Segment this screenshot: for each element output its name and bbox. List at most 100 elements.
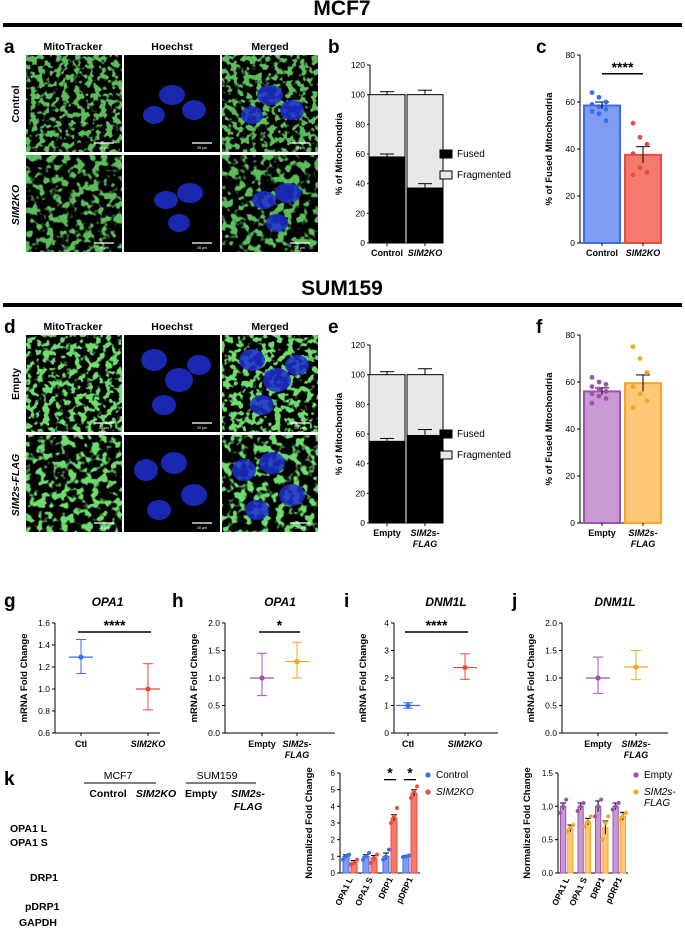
mean-point: [462, 664, 468, 671]
nucleus: [239, 349, 265, 371]
data-point: [596, 393, 602, 399]
panel-letter-f: f: [536, 317, 543, 338]
nucleus: [134, 459, 158, 481]
scale-bar-label: 20 µm: [295, 426, 305, 430]
x-tick-label: Control: [371, 248, 403, 258]
data-point: [412, 789, 416, 794]
nucleus: [275, 183, 301, 203]
micrograph-column-mitotracker: MitoTracker: [44, 321, 103, 333]
panel-letter-d: d: [4, 317, 16, 338]
y-axis-label: Normalized Fold Change: [522, 767, 533, 878]
data-point: [593, 814, 598, 819]
nucleus: [266, 214, 288, 232]
micrograph-column-hoechst: Hoechst: [151, 41, 193, 53]
section-divider: [3, 23, 682, 27]
scale-bar-label: 20 µm: [99, 526, 109, 530]
blot-lane-sim2s-flag: FLAG: [234, 801, 263, 813]
legend-swatch-fused: [439, 429, 453, 439]
chart-title: DNM1L: [425, 595, 466, 609]
data-point: [589, 101, 595, 107]
data-point: [596, 104, 602, 110]
nucleus: [147, 500, 171, 520]
x-tick-label: SIM2s-: [621, 739, 650, 749]
data-point: [630, 344, 636, 350]
x-tick-label: FLAG: [624, 750, 649, 760]
scale-bar-label: 20 µm: [295, 526, 305, 530]
data-point: [644, 141, 650, 147]
legend-label: Empty: [644, 770, 672, 781]
data-point: [589, 374, 595, 380]
y-axis-label: % of Fused Mitochondria: [544, 92, 555, 206]
chart-g-mrna: OPA1 0.6 0.8 1.0 1.2 1.4 1.6 mRNA Fold Change Ct…: [19, 595, 165, 749]
micrograph-column-merged: Merged: [251, 41, 288, 53]
mitochondria-signal: [26, 155, 122, 252]
x-tick-label: Empty: [588, 528, 616, 538]
data-point: [596, 379, 602, 385]
x-tick-label: FLAG: [631, 539, 656, 549]
x-tick-label: pDRP1: [394, 875, 415, 905]
panel-letter-b: b: [328, 37, 340, 58]
mean-point: [259, 675, 265, 681]
legend-label-fused: Fused: [457, 149, 485, 160]
mitochondria-signal: [222, 435, 318, 532]
y-tick-label: 60: [566, 97, 576, 107]
x-tick-label: Ctl: [402, 739, 414, 749]
data-point: [637, 134, 643, 140]
micrograph-row-control: Control: [10, 85, 22, 122]
nucleus: [141, 349, 167, 371]
y-tick-label: 0.0: [545, 728, 557, 738]
bar-sim2ko: [410, 792, 418, 874]
nucleus: [241, 106, 263, 124]
y-tick-label: 80: [566, 50, 576, 60]
blot-group-sum159: SUM159: [197, 770, 238, 782]
chart-f-bar-scatter: 0 20 40 60 80 % of Fused Mitochondria Empty SIM…: [544, 330, 662, 549]
y-tick-label: 3: [331, 819, 336, 828]
significance-stars: *: [387, 765, 393, 781]
nucleus: [181, 484, 207, 506]
bar-empty: [577, 805, 584, 874]
data-point: [630, 172, 636, 178]
data-point: [599, 797, 604, 802]
data-point: [603, 396, 609, 401]
micrograph-column-hoechst: Hoechst: [151, 321, 193, 333]
legend-marker: [425, 772, 431, 778]
data-point: [596, 111, 602, 117]
bar-fused: [406, 187, 444, 244]
y-tick-label: 1.5: [545, 646, 557, 656]
legend-swatch-fused: [439, 149, 453, 159]
data-point: [600, 837, 605, 842]
data-point: [589, 400, 595, 406]
y-tick-label: 2.0: [545, 618, 557, 628]
micrograph-row-sim2s-flag: SIM2s-FLAG: [10, 454, 22, 516]
blot-label-pdrp1: pDRP1: [25, 901, 60, 913]
section-title-sum159: SUM159: [301, 277, 383, 300]
mitochondria-signal: [26, 435, 122, 532]
y-tick-label: 0.8: [38, 706, 50, 716]
y-tick-label: 80: [356, 119, 366, 129]
y-tick-label: 0.0: [542, 869, 554, 878]
bar-fragmented: [368, 374, 406, 442]
data-point: [596, 386, 602, 392]
y-tick-label: 4: [384, 618, 389, 628]
data-point: [637, 165, 643, 171]
nucleus: [280, 100, 304, 120]
data-point: [381, 857, 385, 862]
legend-label: SIM2KO: [436, 787, 474, 798]
x-tick-label: SIM2KO: [626, 248, 661, 258]
x-tick-label: Control: [586, 248, 618, 258]
legend-label: SIM2s-: [644, 787, 676, 798]
x-tick-label: DRP1: [376, 875, 395, 900]
y-tick-label: 80: [566, 330, 576, 340]
x-tick-label: SIM2s-: [628, 528, 657, 538]
blot-lane-sim2ko: SIM2KO: [136, 788, 176, 800]
y-tick-label: 0: [360, 518, 365, 528]
panel-letter-e: e: [328, 317, 339, 338]
chart-k-quant-mcf7: 0 1 2 3 4 5 6 Normalized Fold Change OPA1 LOPA1 …: [304, 765, 474, 908]
y-tick-label: 0.5: [545, 701, 557, 711]
data-point: [620, 814, 625, 819]
y-tick-label: 80: [356, 399, 366, 409]
data-point: [589, 109, 595, 114]
mitochondria-signal: [26, 335, 122, 432]
scale-bar-label: 25 µm: [197, 246, 207, 250]
panel-letter-a: a: [4, 37, 15, 58]
